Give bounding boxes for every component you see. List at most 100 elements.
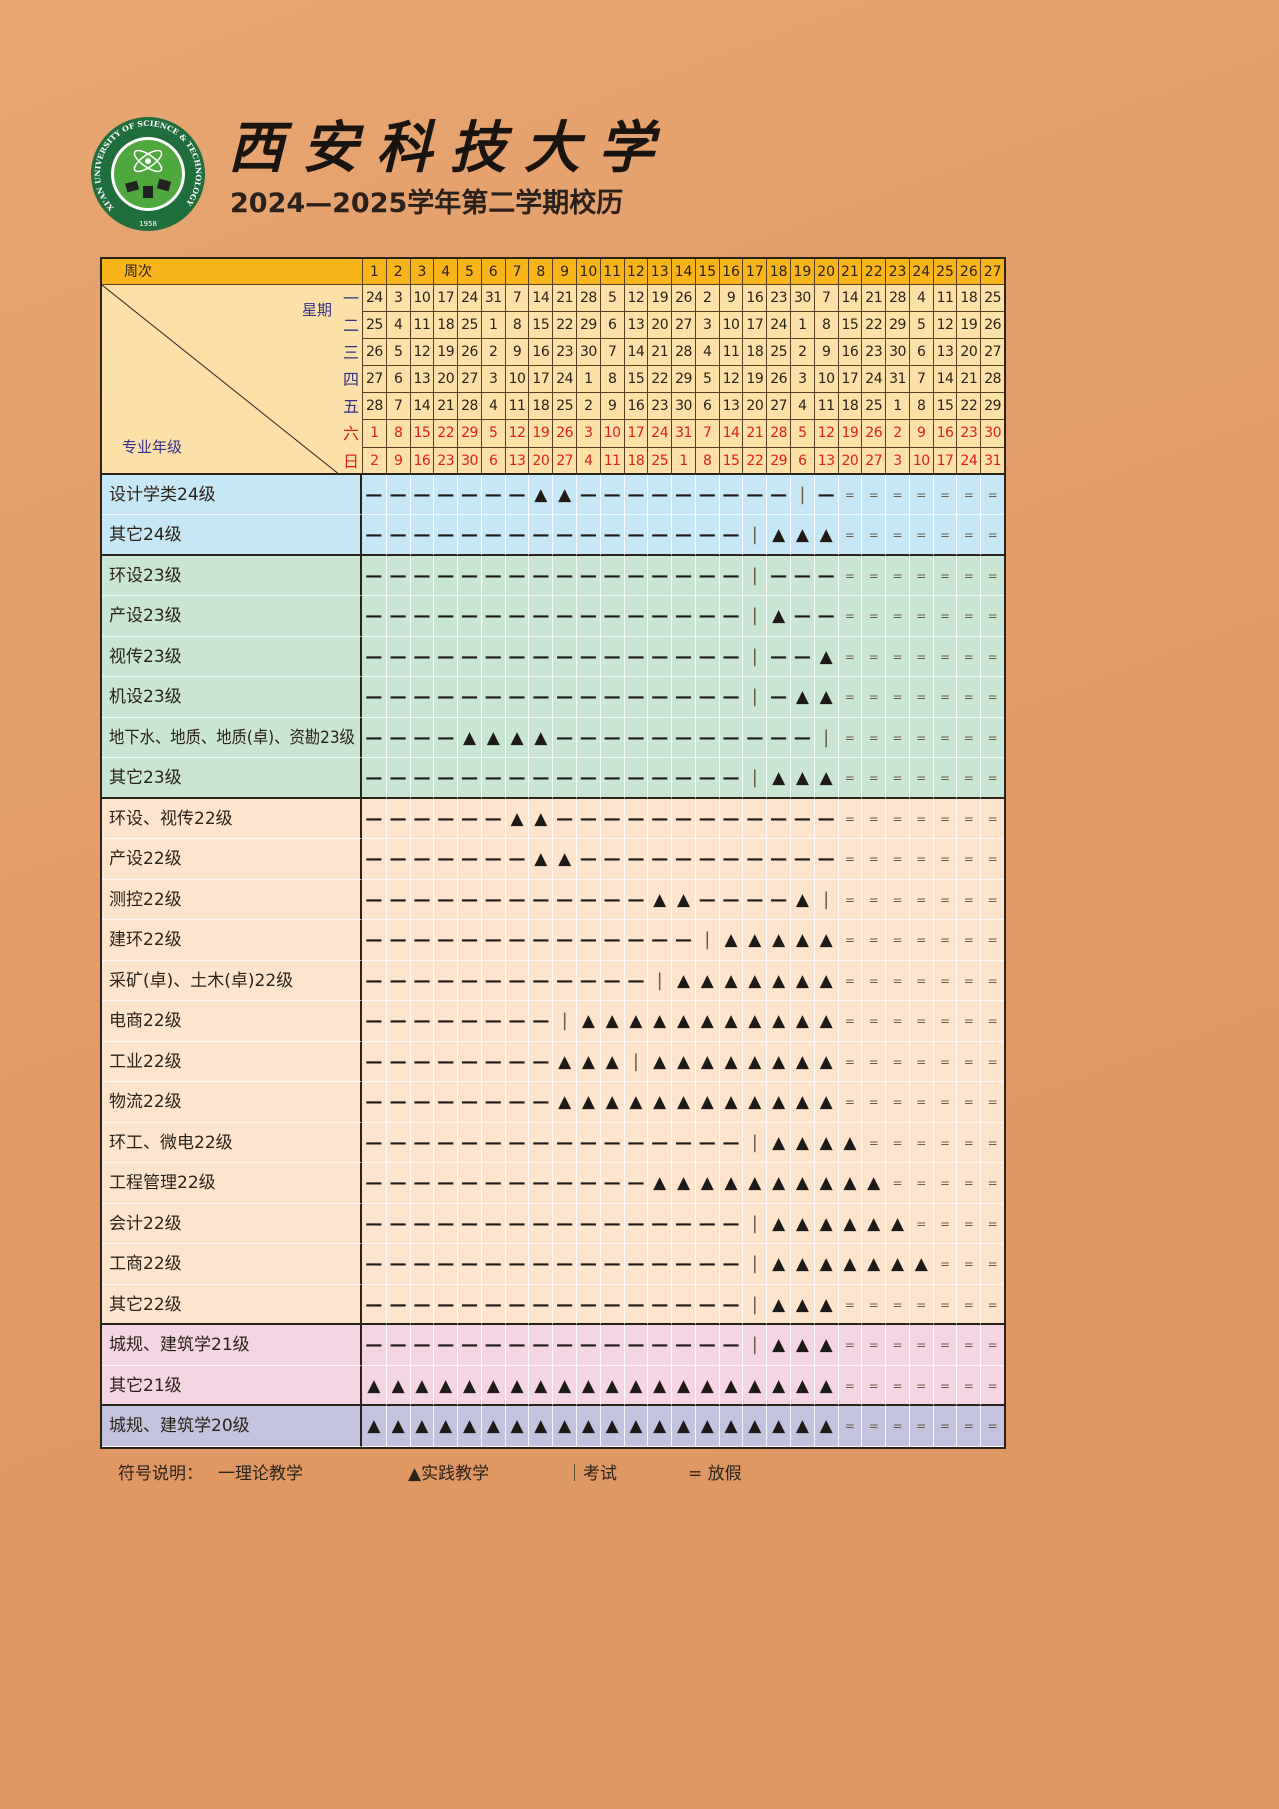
practice-teaching-mark: ▲ (671, 1365, 695, 1407)
theory-teaching-mark: — (647, 798, 672, 840)
date-cell: 19 (528, 420, 553, 448)
theory-teaching-mark: — (504, 879, 529, 921)
practice-teaching-mark: ▲ (623, 1365, 648, 1407)
date-cell: 2 (576, 393, 600, 421)
exam-mark: | (742, 515, 767, 556)
theory-teaching-mark: — (647, 474, 672, 516)
date-cell: 31 (480, 285, 505, 313)
theory-teaching-mark: — (362, 1041, 386, 1083)
holiday-mark: = (980, 879, 1004, 921)
theory-teaching-mark: — (623, 798, 648, 840)
weekday-label: 三 (342, 343, 359, 363)
theory-teaching-mark: — (718, 1122, 743, 1164)
practice-teaching-mark: ▲ (647, 1001, 672, 1042)
date-cell: 9 (599, 393, 624, 421)
practice-teaching-mark: ▲ (766, 1244, 790, 1285)
practice-teaching-mark: ▲ (742, 1082, 767, 1123)
practice-teaching-mark: ▲ (837, 1163, 862, 1204)
theory-teaching-mark: — (718, 1244, 743, 1285)
theory-teaching-mark: — (671, 636, 695, 678)
week-number: 27 (980, 259, 1004, 285)
date-cell: 6 (908, 339, 933, 367)
holiday-mark: = (837, 555, 862, 597)
theory-teaching-mark: — (480, 758, 505, 799)
holiday-mark: = (932, 1284, 957, 1326)
date-cell: 26 (861, 420, 886, 448)
theory-teaching-mark: — (694, 1244, 719, 1285)
date-cell: 4 (385, 312, 410, 340)
holiday-mark: = (885, 758, 909, 799)
theory-teaching-mark: — (362, 596, 386, 637)
practice-teaching-mark: ▲ (813, 1001, 838, 1042)
week-number: 12 (623, 259, 648, 285)
theory-teaching-mark: — (362, 879, 386, 921)
week-number: 18 (766, 259, 790, 285)
practice-teaching-mark: ▲ (766, 1284, 790, 1326)
date-cell: 27 (552, 447, 576, 475)
major-grade-cell: 其它21级 (102, 1365, 362, 1407)
holiday-mark: = (837, 1406, 862, 1447)
exam-mark: | (813, 879, 838, 921)
theory-teaching-mark: — (480, 879, 505, 921)
theory-teaching-mark: — (790, 636, 814, 678)
major-header-label: 专业年级 (122, 437, 183, 456)
date-cell: 3 (694, 312, 719, 340)
exam-mark: | (742, 1284, 767, 1326)
theory-teaching-mark: — (504, 1001, 529, 1042)
holiday-mark: = (932, 1163, 957, 1204)
theory-teaching-mark: — (409, 596, 434, 637)
major-grade-label: 物流22级 (109, 1092, 182, 1113)
holiday-mark: = (837, 515, 862, 556)
holiday-mark: = (980, 636, 1004, 678)
theory-teaching-mark: — (433, 636, 458, 678)
theory-teaching-mark: — (671, 920, 695, 961)
theory-teaching-mark: — (385, 636, 410, 678)
major-grade-label: 产设23级 (109, 606, 182, 627)
date-cell: 23 (861, 339, 886, 367)
date-cell: 4 (576, 447, 600, 475)
theory-teaching-mark: — (362, 515, 386, 556)
practice-teaching-mark: ▲ (813, 1163, 838, 1204)
holiday-mark: = (908, 758, 933, 799)
practice-teaching-mark: ▲ (385, 1406, 410, 1447)
practice-teaching-mark: ▲ (861, 1163, 886, 1204)
practice-teaching-mark: ▲ (813, 1406, 838, 1447)
date-cell: 14 (409, 393, 434, 421)
week-number: 24 (908, 259, 933, 285)
holiday-mark: = (956, 1244, 981, 1285)
date-cell: 20 (528, 447, 553, 475)
practice-teaching-mark: ▲ (790, 758, 814, 799)
theory-teaching-mark: — (528, 758, 553, 799)
holiday-mark: = (837, 636, 862, 678)
legend: 符号说明： 一理论教学 ▲实践教学 ｜考试 = 放假 (118, 1459, 918, 1484)
major-grade-label: 其它21级 (109, 1375, 182, 1396)
date-cell: 25 (766, 339, 790, 367)
theory-teaching-mark: — (528, 1122, 553, 1164)
date-cell: 6 (694, 393, 719, 421)
holiday-mark: = (956, 596, 981, 637)
date-cell: 20 (433, 366, 458, 394)
date-cell: 13 (623, 312, 648, 340)
date-cell: 6 (599, 312, 624, 340)
date-cell: 5 (385, 339, 410, 367)
theory-teaching-mark: — (623, 555, 648, 597)
theory-teaching-mark: — (385, 798, 410, 840)
theory-teaching-mark: — (480, 555, 505, 597)
theory-teaching-mark: — (409, 474, 434, 516)
date-cell: 16 (623, 393, 648, 421)
theory-teaching-mark: — (694, 1325, 719, 1366)
date-cell: 25 (552, 393, 576, 421)
practice-teaching-mark: ▲ (885, 1203, 909, 1245)
holiday-mark: = (980, 839, 1004, 880)
practice-teaching-mark: ▲ (576, 1406, 600, 1447)
holiday-mark: = (956, 798, 981, 840)
holiday-mark: = (837, 717, 862, 759)
theory-teaching-mark: — (433, 596, 458, 637)
theory-teaching-mark: — (576, 1203, 600, 1245)
practice-teaching-mark: ▲ (528, 1406, 553, 1447)
theory-teaching-mark: — (385, 960, 410, 1002)
theory-teaching-mark: — (718, 798, 743, 840)
holiday-mark: = (837, 474, 862, 516)
holiday-mark: = (956, 1203, 981, 1245)
practice-teaching-mark: ▲ (861, 1244, 886, 1285)
